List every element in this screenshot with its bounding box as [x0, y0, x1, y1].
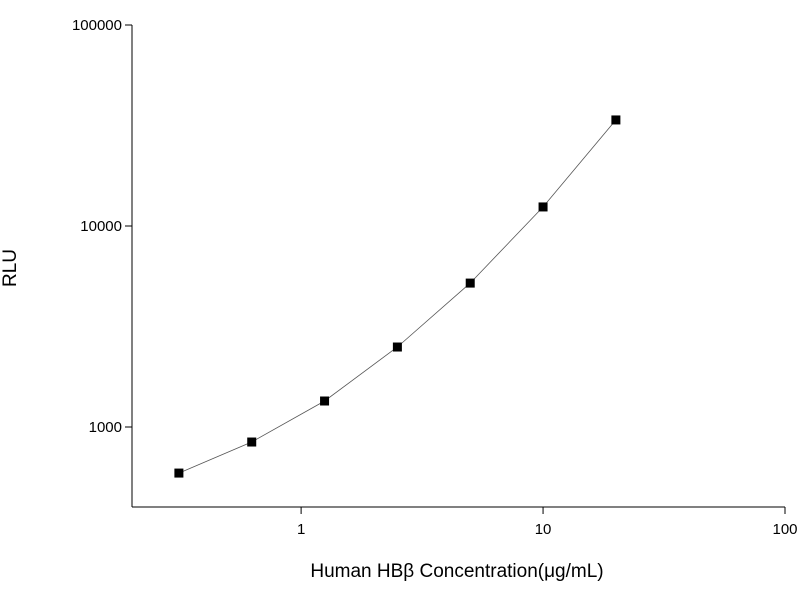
point: [465, 278, 475, 288]
x-axis-title: Human HBβ Concentration(μg/mL): [310, 561, 603, 582]
y-axis-title: RLU: [0, 249, 21, 287]
point: [247, 437, 257, 447]
curve: [178, 119, 617, 474]
point: [538, 202, 548, 212]
point: [611, 115, 621, 125]
point: [392, 342, 402, 352]
y-tick-label: 100000: [72, 17, 122, 34]
y-tick-label: 1000: [89, 419, 122, 436]
x-tick-label: 100: [772, 521, 797, 538]
point: [320, 396, 330, 406]
x-tick-label: 10: [535, 521, 552, 538]
y-tick-label: 10000: [80, 218, 122, 235]
x-tick-label: 1: [297, 521, 305, 538]
point: [174, 468, 184, 478]
